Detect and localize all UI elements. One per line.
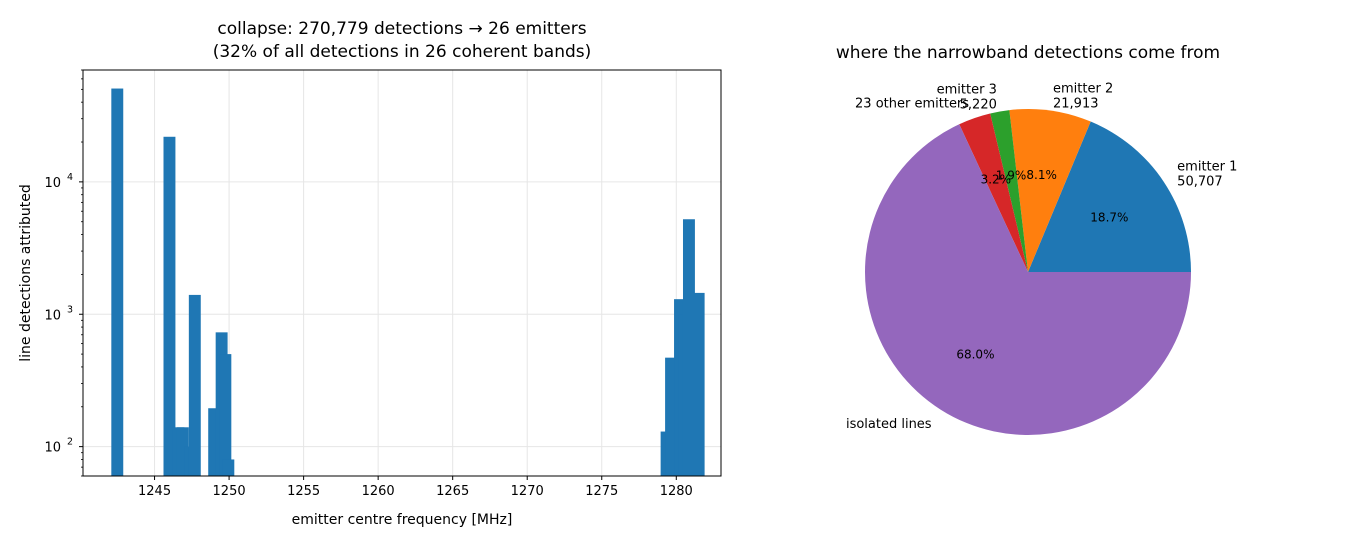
histogram-bar xyxy=(163,136,176,476)
pie-percent-label: 18.7% xyxy=(1090,211,1128,225)
histogram-x-tick-label: 1260 xyxy=(362,484,395,499)
histogram-bar xyxy=(692,292,705,476)
pie-slice-isolated-lines xyxy=(865,124,1191,435)
pie-percent-label: 1.9% xyxy=(996,169,1027,183)
histogram-x-tick-label: 1255 xyxy=(287,484,320,499)
histogram-bar xyxy=(111,88,124,476)
pie-title: where the narrowband detections come fro… xyxy=(836,43,1220,63)
histogram-bar xyxy=(219,354,232,476)
pie-slice-emitter-2 xyxy=(1009,109,1091,273)
pie-slice-emitter-1 xyxy=(1028,121,1191,273)
histogram-bar xyxy=(176,427,189,476)
histogram-y-axis-label: line detections attributed xyxy=(18,184,34,362)
histogram-y-tick-exponent: 4 xyxy=(67,172,73,183)
pie-name-label: emitter 2 xyxy=(1053,81,1113,96)
pie-name-label: isolated lines xyxy=(846,417,932,432)
histogram-bar xyxy=(222,459,235,476)
histogram-plot-frame xyxy=(82,69,722,477)
pie-percent-label: 8.1% xyxy=(1026,168,1057,182)
pie-name-label: emitter 3 xyxy=(937,82,997,97)
histogram-y-tick-label: 10 xyxy=(44,308,61,323)
histogram-y-tick-exponent: 3 xyxy=(67,304,73,315)
histogram-bar xyxy=(665,357,678,476)
pie-slice-emitter-3 xyxy=(990,110,1028,272)
histogram-x-ticks: 1245 1250 1255 1260 1265 1270 1275 1280 xyxy=(138,476,693,499)
histogram-y-tick-label: 10 xyxy=(44,176,61,191)
histogram-bar xyxy=(208,408,221,476)
emitter-histogram: collapse: 270,779 detections → 26 emitte… xyxy=(18,19,722,528)
pie-percent-label: 3.2% xyxy=(981,173,1012,187)
emitter-pie-chart: where the narrowband detections come fro… xyxy=(836,43,1237,435)
histogram-y-tick-exponent: 2 xyxy=(67,437,73,448)
pie-slice-23-other-emitters xyxy=(959,113,1028,272)
pie-name-label: emitter 1 xyxy=(1177,160,1237,175)
histogram-x-tick-label: 1265 xyxy=(436,484,469,499)
histogram-title-line2: (32% of all detections in 26 coherent ba… xyxy=(213,42,592,62)
histogram-grid xyxy=(83,70,721,476)
pie-name-label: 23 other emitters xyxy=(855,97,969,112)
histogram-title-line1: collapse: 270,779 detections → 26 emitte… xyxy=(217,19,586,39)
pie-count-label: 21,913 xyxy=(1053,96,1099,111)
pie-slices xyxy=(865,109,1191,435)
histogram-x-tick-label: 1245 xyxy=(138,484,171,499)
histogram-bars xyxy=(111,88,705,476)
pie-count-label: 50,707 xyxy=(1177,175,1223,190)
histogram-bar xyxy=(188,294,201,476)
histogram-x-tick-label: 1270 xyxy=(511,484,544,499)
histogram-x-tick-label: 1275 xyxy=(585,484,618,499)
histogram-x-axis-label: emitter centre frequency [MHz] xyxy=(292,512,513,528)
histogram-x-tick-label: 1280 xyxy=(660,484,693,499)
histogram-x-tick-label: 1250 xyxy=(213,484,246,499)
pie-percent-label: 68.0% xyxy=(956,347,994,361)
histogram-y-ticks: 10 2 10 3 10 4 xyxy=(44,69,83,477)
pie-labels: 18.7% emitter 150,707 8.1% emitter 221,913 1… xyxy=(846,81,1237,432)
histogram-bar xyxy=(682,219,695,476)
pie-count-label: 5,220 xyxy=(960,97,997,112)
histogram-y-tick-label: 10 xyxy=(44,441,61,456)
